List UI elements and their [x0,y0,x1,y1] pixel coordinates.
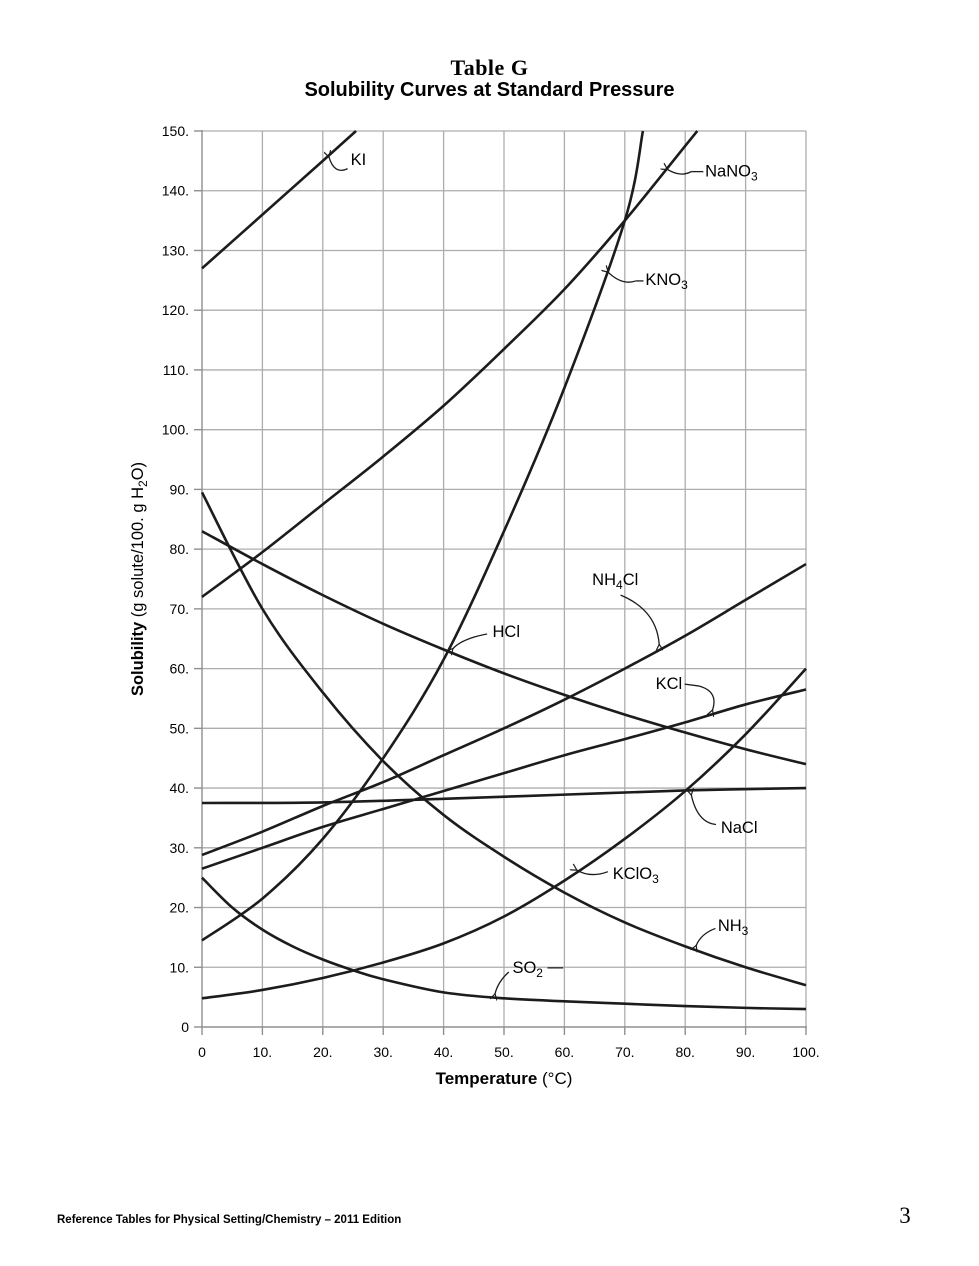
x-tick-label: 90. [736,1044,755,1060]
y-tick-label: 0 [181,1019,189,1035]
curve-label-NaCl: NaCl [721,819,758,837]
curve-NH3 [201,491,807,987]
x-tick-label: 10. [253,1044,272,1060]
label-arrow-SO2 [495,971,510,994]
y-tick-label: 110. [163,362,189,378]
y-tick-label: 150. [162,123,189,139]
x-tick-label: 50. [494,1044,513,1060]
x-tick-label: 40. [434,1044,453,1060]
y-tick-label: 120. [162,302,189,318]
curve-NaNO3 [201,130,699,598]
x-tick-label: 100. [792,1044,819,1060]
chart-container: 0 10. 20. 30. 40. 50. 60. 70. 80. 90. 100. 110. 120.… [129,123,820,1088]
curves [201,130,807,1011]
label-arrow-NaCl [691,795,717,826]
x-tick-label: 80. [675,1044,694,1060]
label-arrow-NH4Cl [620,594,660,645]
label-arrow-KCl [698,685,715,710]
curve-SO2 [201,876,807,1011]
x-tick-label: 30. [373,1044,392,1060]
y-tick-label: 50. [170,720,189,736]
curve-label-HCl: HCl [493,623,521,641]
y-tick-label: 100. [162,422,189,438]
grid [202,130,807,1027]
curve-label-NH4Cl: NH4Cl [592,571,638,592]
curve-NaCl [201,786,807,805]
y-tick-label: 30. [170,840,189,856]
page-number: 3 [899,1203,911,1228]
tick-labels: 0 10. 20. 30. 40. 50. 60. 70. 80. 90. 100. 110. 120.… [162,123,820,1060]
y-tick-label: 40. [170,780,189,796]
y-tick-label: 20. [170,900,189,916]
label-arrow-KClO3 [576,870,609,876]
curve-KNO3 [201,130,645,942]
chart-title: Solubility Curves at Standard Pressure [304,79,675,101]
table-title: Table G [450,55,529,80]
x-tick-label: 0 [198,1044,206,1060]
y-axis-title: Solubility (g solute/100. g H2O) [129,462,150,696]
curve-label-NH3: NH3 [718,917,749,938]
y-tick-label: 60. [170,661,189,677]
curve-label-KCl: KCl [656,675,683,693]
label-arrow-KNO3 [608,272,636,283]
curve-label-SO2: SO2 [512,959,543,980]
x-tick-label: 20. [313,1044,332,1060]
curve-HCl [201,530,807,766]
curve-KI [201,130,357,270]
curve-label-KClO3: KClO3 [613,865,659,886]
label-dash-KCl [684,683,699,687]
y-tick-label: 70. [170,601,189,617]
x-tick-label: 70. [615,1044,634,1060]
x-tick-label: 60. [555,1044,574,1060]
curve-label-NaNO3: NaNO3 [705,163,758,184]
curve-NH4Cl [201,562,807,857]
label-arrow-HCl [453,633,488,649]
curve-label-KNO3: KNO3 [645,271,688,292]
curve-label-KI: KI [351,151,367,169]
footer-text: Reference Tables for Physical Setting/Ch… [57,1214,402,1226]
y-tick-label: 80. [170,541,189,557]
label-arrow-KI [329,157,348,171]
curve-KCl [201,688,807,870]
x-axis-title: Temperature (°C) [436,1069,573,1088]
y-tick-label: 10. [170,959,189,975]
curve-KClO3 [201,667,807,1000]
axes [194,130,807,1035]
y-tick-label: 90. [170,481,189,497]
solubility-chart: 0 10. 20. 30. 40. 50. 60. 70. 80. 90. 100. 110. 120.… [129,123,820,1088]
y-tick-label: 140. [162,183,189,199]
label-arrow-NaNO3 [667,169,692,175]
label-arrow-NH3 [696,927,716,945]
y-tick-label: 130. [162,242,189,258]
